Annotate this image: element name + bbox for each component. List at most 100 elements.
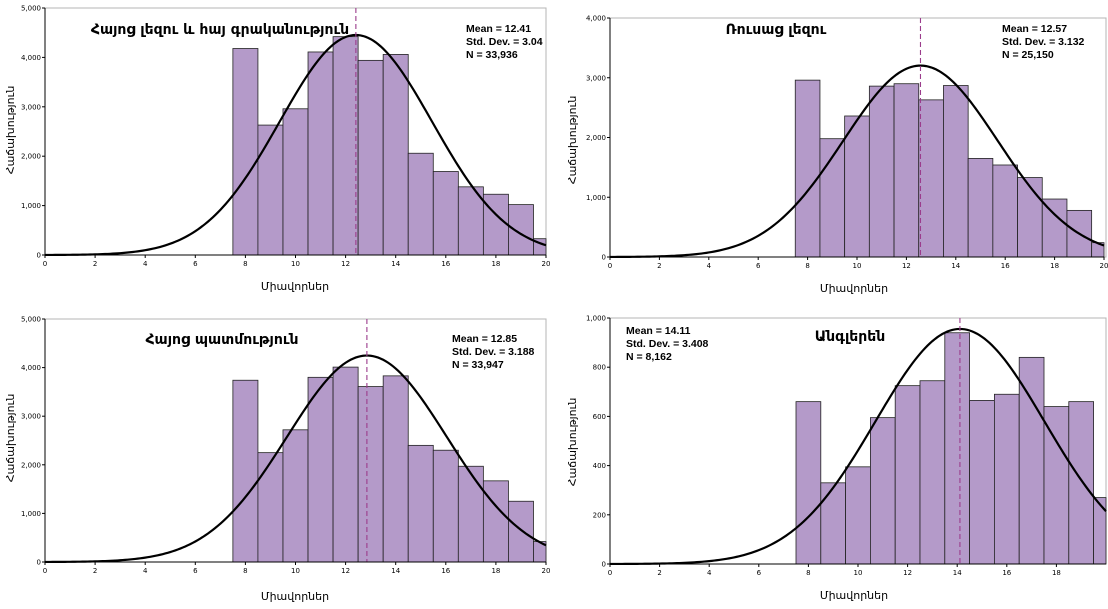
x-tick-label: 18 (491, 260, 500, 268)
normal-curve (44, 354, 547, 564)
histogram-bar (868, 85, 895, 258)
y-tick-label: 0 (37, 252, 41, 260)
y-ticks: 0 1,000 2,000 3,000 4,000 (586, 15, 610, 262)
y-tick-label: 2,000 (21, 461, 41, 469)
x-tick-label: 4 (143, 567, 148, 575)
histogram-bar (407, 444, 434, 563)
x-tick-label: 6 (756, 262, 761, 270)
histogram-bar (894, 385, 921, 565)
stat-mean: Mean = 14.11 (626, 325, 691, 337)
histogram-bar (432, 171, 459, 256)
x-tick-label: 12 (902, 262, 911, 270)
y-tick-label: 4,000 (21, 54, 41, 62)
x-ticks: 0 2 4 6 8 10 12 14 16 18 20 (43, 255, 551, 268)
x-tick-label: 20 (542, 260, 551, 268)
x-tick-label: 4 (707, 569, 712, 577)
y-tick-label: 1,000 (586, 315, 606, 323)
bars-group (232, 366, 547, 563)
chart-title: Անգլերեն (815, 329, 886, 345)
histogram-panel-3: 0 2 4 6 8 10 12 14 16 18 20 0 1,000 2,000 3,000 4,000 5… (0, 302, 554, 605)
x-tick-label: 2 (93, 260, 97, 268)
histogram-bar (844, 115, 870, 258)
histogram-bar (407, 152, 434, 256)
x-tick-label: 14 (953, 569, 962, 577)
histogram-bar (382, 375, 409, 563)
normal-curve (609, 64, 1105, 259)
stat-n: N = 25,150 (1002, 49, 1054, 61)
x-ticks: 0 2 4 6 8 10 12 14 16 18 20 (43, 562, 551, 575)
y-tick-label: 1,000 (21, 202, 41, 210)
histogram-bar (944, 332, 970, 565)
histogram-bar (969, 400, 995, 565)
histogram-panel-4: 0 2 4 6 8 10 12 14 16 18 0 200 400 600 800 1,000 Անգլե… (554, 302, 1108, 605)
x-axis-label: Միավորներ (261, 280, 329, 293)
y-tick-label: 0 (602, 561, 606, 569)
chart-title: Ռուսաց լեզու (726, 22, 827, 38)
histogram-bar (918, 99, 944, 258)
histogram-bar (457, 465, 484, 563)
x-tick-label: 14 (391, 567, 400, 575)
x-tick-label: 10 (853, 262, 862, 270)
histogram-bar (508, 500, 534, 563)
histogram-panel-2: 0 2 4 6 8 10 12 14 16 18 20 0 1,000 2,000 3,000 4,000 … (554, 0, 1108, 302)
histogram-bar (257, 452, 284, 563)
x-tick-label: 0 (608, 262, 612, 270)
histogram-bar (1043, 406, 1070, 565)
y-ticks: 0 1,000 2,000 3,000 4,000 5,000 (21, 316, 45, 567)
histogram-bar (382, 54, 409, 256)
x-axis-label: Միավորներ (820, 589, 888, 602)
histogram-bar (482, 480, 509, 563)
x-tick-label: 2 (657, 569, 661, 577)
y-axis-label: Հաճախություն (566, 398, 579, 487)
y-tick-label: 200 (593, 511, 606, 519)
y-axis-label: Հաճախություն (4, 86, 17, 175)
y-tick-label: 5,000 (21, 5, 41, 13)
y-tick-label: 2,000 (21, 153, 41, 161)
x-axis-label: Միավորներ (820, 282, 888, 295)
histogram-bar (967, 158, 994, 258)
x-tick-label: 20 (542, 567, 551, 575)
stat-sd: Std. Dev. = 3.188 (452, 346, 535, 358)
x-tick-label: 10 (291, 260, 300, 268)
histogram-bar (482, 193, 509, 256)
x-tick-label: 12 (341, 567, 350, 575)
x-tick-label: 16 (441, 260, 450, 268)
y-tick-label: 0 (602, 254, 606, 262)
bars-group (232, 36, 547, 256)
x-tick-label: 18 (491, 567, 500, 575)
x-tick-label: 10 (854, 569, 863, 577)
histogram-bar (357, 59, 384, 256)
y-tick-label: 600 (593, 413, 606, 421)
histogram-bar (893, 83, 920, 258)
x-tick-label: 6 (193, 260, 198, 268)
stat-n: N = 33,936 (466, 49, 518, 61)
stat-sd: Std. Dev. = 3.132 (1002, 36, 1085, 48)
histogram-bar (432, 449, 459, 563)
histogram-bar (332, 36, 359, 256)
histogram-bar (820, 482, 846, 565)
x-tick-label: 0 (43, 567, 47, 575)
histogram-chart-1: 0 2 4 6 8 10 12 14 16 18 20 0 1,000 2,000 3,000 4,000 5… (4, 5, 551, 294)
chart-title: Հայոց լեզու և հայ գրականություն (91, 22, 349, 38)
x-tick-label: 12 (341, 260, 350, 268)
x-tick-label: 4 (707, 262, 712, 270)
y-tick-label: 1,000 (21, 510, 41, 518)
histogram-bar (257, 124, 284, 256)
x-tick-label: 10 (291, 567, 300, 575)
normal-curve (609, 327, 1107, 566)
y-tick-label: 3,000 (586, 74, 606, 82)
y-tick-label: 3,000 (21, 413, 41, 421)
x-tick-label: 8 (806, 569, 810, 577)
histogram-bar (307, 51, 334, 256)
x-tick-label: 4 (143, 260, 148, 268)
histogram-bar (1068, 401, 1094, 565)
x-tick-label: 20 (1100, 262, 1108, 270)
histogram-bar (845, 466, 871, 565)
stat-n: N = 8,162 (626, 351, 672, 363)
x-tick-label: 16 (1001, 262, 1010, 270)
x-tick-label: 8 (243, 567, 247, 575)
x-tick-label: 2 (93, 567, 97, 575)
stat-n: N = 33,947 (452, 359, 504, 371)
histogram-bar (869, 417, 896, 565)
histogram-bar (794, 79, 821, 258)
